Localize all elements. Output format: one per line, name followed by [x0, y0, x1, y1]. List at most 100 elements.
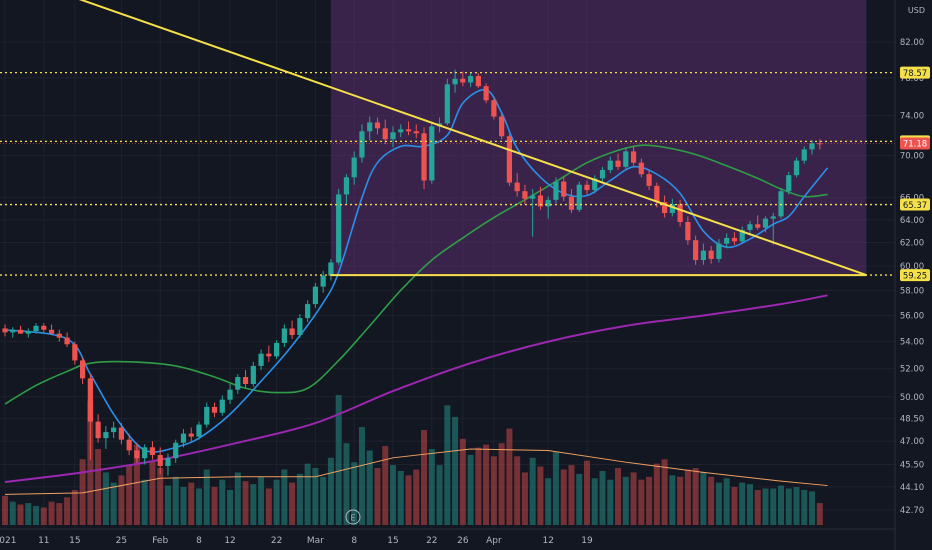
- volume-bar-64: [498, 443, 505, 525]
- candle-99: [770, 213, 776, 245]
- candle-91: [708, 246, 714, 264]
- candle-body-22: [173, 442, 179, 459]
- level-badge-3-box: [900, 269, 930, 282]
- candle-body-39: [305, 304, 311, 319]
- volume-bar-39: [304, 463, 311, 525]
- volume-bar-52: [405, 475, 412, 525]
- candle-36: [281, 324, 287, 347]
- volume-bar-2: [17, 504, 24, 525]
- earnings-icon[interactable]: [345, 509, 361, 525]
- volume-bar-10: [79, 459, 86, 525]
- candle-75: [584, 180, 590, 195]
- date-label-14: 12: [542, 536, 553, 546]
- candle-body-63: [491, 100, 497, 117]
- candle-88: [685, 216, 691, 245]
- price-tick-3: 70.00: [900, 151, 924, 161]
- date-label-12: 26: [457, 536, 469, 546]
- candlesticks: [2, 69, 823, 476]
- volume-bar-63: [490, 456, 497, 525]
- date-label-13: Apr: [486, 536, 502, 546]
- candle-body-92: [716, 243, 722, 259]
- triangle-upper-line: [78, 0, 867, 277]
- price-tick-5: 64.00: [900, 216, 924, 226]
- candle-82: [638, 158, 644, 178]
- candle-body-27: [211, 406, 218, 413]
- volume-bar-61: [475, 447, 482, 525]
- candle-58: [452, 69, 458, 93]
- volume-bar-56: [436, 465, 443, 525]
- candle-33: [258, 349, 264, 371]
- candle-body-64: [499, 116, 505, 137]
- candle-51: [398, 124, 404, 138]
- candle-body-55: [429, 126, 435, 181]
- date-label-8: Mar: [307, 536, 324, 546]
- ema-fast-line: [4, 88, 829, 453]
- candle-54: [421, 127, 427, 190]
- candle-67: [522, 184, 528, 205]
- volume-bar-44: [343, 443, 350, 525]
- candle-body-46: [359, 131, 365, 158]
- candle-38: [297, 314, 303, 338]
- candle-body-43: [336, 194, 342, 263]
- candle-body-19: [149, 447, 156, 456]
- volume-bar-62: [483, 444, 490, 525]
- candle-body-84: [654, 185, 660, 203]
- price-tick-2: 74.00: [900, 112, 924, 122]
- candle-97: [755, 215, 761, 230]
- volume-bar-76: [591, 478, 598, 525]
- candle-body-18: [142, 447, 148, 459]
- candle-68: [530, 189, 536, 237]
- candle-body-47: [367, 122, 373, 132]
- candle-body-28: [219, 399, 225, 413]
- last-price-badge-text: 71.18: [903, 140, 927, 150]
- candle-body-42: [328, 262, 334, 276]
- candle-44: [343, 174, 350, 205]
- earnings-icon-label: E: [350, 514, 355, 523]
- volume-bar-8: [64, 497, 71, 525]
- candle-78: [607, 156, 613, 174]
- candle-body-61: [475, 76, 481, 87]
- candle-body-96: [747, 224, 753, 230]
- candle-body-4: [33, 325, 39, 332]
- candle-71: [553, 177, 559, 204]
- candle-90: [700, 243, 706, 265]
- volume-bar-53: [413, 469, 420, 525]
- volume-bar-37: [289, 482, 296, 525]
- candle-104: [809, 140, 815, 155]
- volume-bar-34: [265, 488, 272, 525]
- volume-bar-16: [126, 465, 133, 525]
- volume-bar-103: [801, 489, 808, 525]
- candle-16: [126, 433, 132, 456]
- volume-bar-7: [56, 503, 63, 525]
- candle-body-40: [312, 286, 318, 305]
- volume-bar-96: [746, 484, 753, 525]
- candle-66: [514, 173, 520, 197]
- volume-bar-28: [219, 479, 226, 525]
- volume-bar-67: [521, 472, 528, 525]
- price-tick-1: 78.00: [900, 74, 924, 84]
- volume-bar-87: [677, 476, 684, 525]
- candle-body-21: [165, 458, 171, 467]
- volume-ma-line: [4, 448, 828, 495]
- date-label-2: 15: [69, 536, 80, 546]
- candle-body-70: [545, 199, 551, 207]
- candle-body-52: [405, 129, 412, 132]
- candle-34: [266, 345, 272, 362]
- volume-bar-15: [118, 475, 125, 525]
- volume-bar-86: [669, 475, 676, 525]
- volume-bar-27: [211, 487, 218, 525]
- volume-bar-75: [584, 460, 590, 525]
- time-axis[interactable]: 2021 11 15 25 Feb 8 12 22 Mar 8 15 22 26 Apr 12 19: [0, 528, 895, 546]
- volume-bar-30: [234, 472, 241, 525]
- candle-31: [242, 370, 249, 389]
- candle-body-102: [793, 160, 800, 176]
- volume-bar-72: [560, 469, 567, 525]
- candle-body-24: [188, 433, 194, 437]
- volume-bar-24: [188, 482, 195, 525]
- candle-body-66: [514, 182, 520, 192]
- candle-73: [568, 189, 575, 214]
- earnings-marker[interactable]: E: [345, 509, 361, 525]
- candle-body-2: [17, 329, 24, 334]
- candle-body-82: [638, 162, 644, 175]
